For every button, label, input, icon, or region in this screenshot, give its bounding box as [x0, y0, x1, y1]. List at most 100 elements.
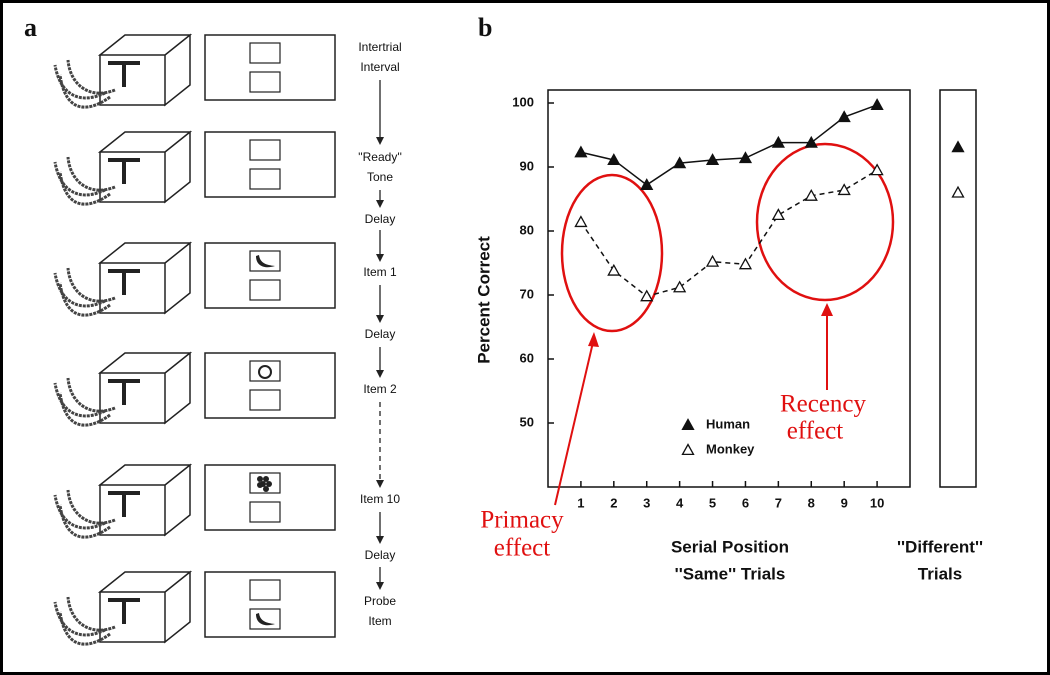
tail [53, 489, 116, 539]
arrow-head [376, 536, 384, 544]
different-frame [939, 89, 977, 488]
flow-label: Delay [365, 548, 396, 562]
tail [53, 156, 116, 206]
x-axis-label: Serial Position [671, 537, 789, 556]
window [249, 168, 281, 190]
point [771, 135, 785, 148]
point [607, 263, 621, 276]
annotation: effect [787, 418, 843, 445]
point [870, 98, 884, 110]
lever [108, 598, 140, 624]
grape-icon [257, 482, 263, 488]
apparatus [97, 351, 193, 425]
point [673, 280, 687, 293]
point [705, 254, 720, 267]
annotation: effect [494, 535, 550, 562]
grape-icon [263, 486, 269, 492]
arrow-head [376, 137, 384, 145]
panel-label: b [478, 13, 492, 42]
x-tick-label: 7 [775, 495, 782, 510]
legend-marker [681, 443, 695, 456]
flow-label: Intertrial [358, 40, 401, 54]
apparatus [97, 463, 193, 537]
arrow-head [376, 480, 384, 488]
different-label: Trials [918, 564, 962, 583]
panel-label: a [24, 13, 37, 42]
arrow-head [376, 254, 384, 262]
different-label: ''Different'' [897, 537, 983, 556]
point [640, 178, 654, 190]
x-axis-label: ''Same'' Trials [675, 564, 786, 583]
flow-label: Tone [367, 170, 393, 184]
legend-marker [681, 418, 695, 431]
lever [108, 269, 140, 295]
annotation-arrow [554, 337, 595, 506]
recency-ellipse [755, 142, 895, 302]
arrow-head [821, 303, 833, 316]
arrow-head [376, 370, 384, 378]
annotation: Primacy [480, 507, 564, 534]
window [249, 389, 281, 411]
flow-label: Item 2 [363, 382, 397, 396]
point [738, 257, 753, 270]
flow-label: Item 1 [363, 265, 397, 279]
different-point [951, 140, 965, 153]
y-axis-label: Percent Correct [474, 236, 493, 364]
tail [53, 59, 116, 109]
flow-label: Delay [365, 327, 396, 341]
window [249, 579, 281, 601]
apparatus [97, 241, 193, 315]
grape-icon [263, 476, 269, 482]
x-tick-label: 8 [808, 495, 815, 510]
arrow-head [376, 315, 384, 323]
lever [108, 491, 140, 517]
point [640, 289, 654, 302]
x-tick-label: 6 [742, 495, 749, 510]
banana-icon [256, 255, 275, 268]
apparatus [97, 570, 193, 644]
grape-icon [266, 481, 272, 487]
point [574, 215, 588, 228]
lever [108, 61, 140, 87]
task-diagram: Intertrial Interval ''Ready'' Tone Delay Item… [53, 33, 402, 646]
point [837, 183, 851, 196]
flow-label: Interval [360, 60, 399, 74]
window [249, 250, 281, 272]
x-tick-label: 5 [709, 495, 716, 510]
banana-icon [256, 613, 275, 626]
apple-icon [258, 365, 272, 379]
y-tick-label: 90 [520, 158, 534, 173]
flow-label: ''Ready'' [358, 150, 402, 164]
series-line [580, 169, 878, 298]
flow-label: Delay [365, 212, 396, 226]
x-tick-label: 10 [870, 495, 884, 510]
apparatus [97, 130, 193, 204]
window [249, 279, 281, 301]
arrow-head [376, 200, 384, 208]
y-tick-label: 100 [512, 94, 534, 109]
arrow-head [588, 332, 599, 347]
x-tick-label: 3 [643, 495, 650, 510]
window [249, 608, 281, 630]
point [705, 153, 720, 166]
window [249, 501, 281, 523]
annotation: Recency [780, 391, 867, 418]
point [607, 153, 621, 166]
primacy-ellipse [560, 173, 664, 333]
point [574, 145, 588, 158]
chart: Percent Correct Serial Position ''Same''… [474, 89, 983, 583]
legend-label: Monkey [706, 441, 755, 456]
x-tick-label: 2 [610, 495, 617, 510]
different-point [951, 185, 965, 198]
point [837, 110, 851, 123]
x-tick-label: 9 [841, 495, 848, 510]
legend-label: Human [706, 416, 750, 431]
x-tick-label: 4 [676, 495, 684, 510]
y-tick-label: 80 [520, 222, 534, 237]
point [870, 163, 884, 176]
y-tick-label: 60 [520, 350, 534, 365]
x-tick-label: 1 [577, 495, 584, 510]
tail [53, 377, 116, 427]
